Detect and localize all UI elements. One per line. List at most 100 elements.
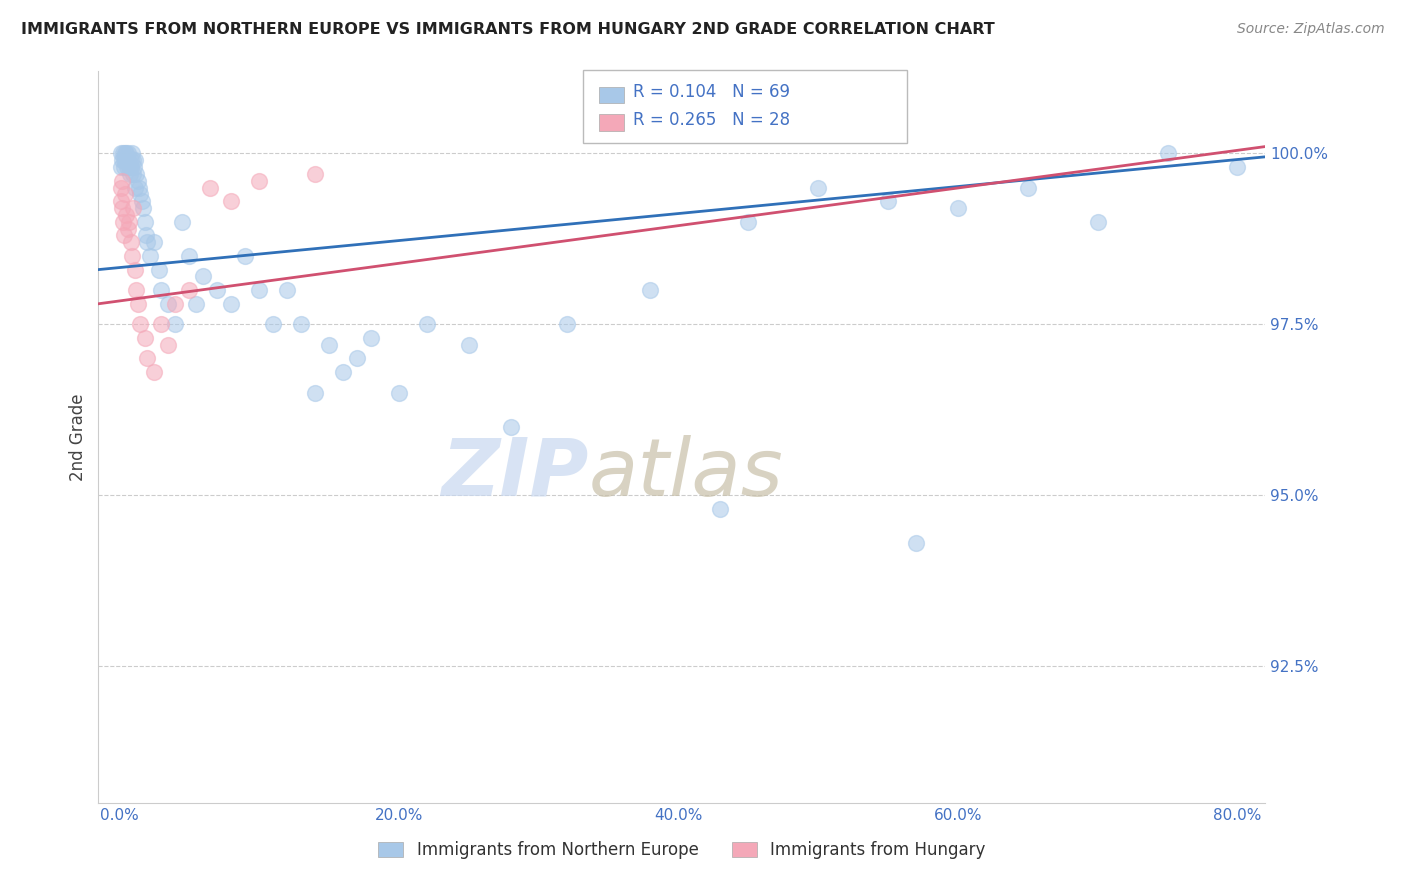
Point (122, 167, 145, 181)
Point (112, 153, 135, 168)
Point (457, 338, 479, 352)
Point (150, 283, 173, 297)
Point (332, 365, 354, 379)
Point (125, 283, 148, 297)
Point (136, 235, 159, 250)
Point (117, 221, 139, 235)
Point (115, 146, 138, 161)
Point (110, 180, 132, 194)
Point (1087, 215, 1109, 229)
Point (877, 194, 900, 209)
Text: R = 0.265   N = 28: R = 0.265 N = 28 (633, 112, 790, 129)
Point (114, 187, 136, 202)
Point (247, 283, 270, 297)
Point (172, 215, 194, 229)
Point (1156, 146, 1178, 161)
Point (388, 385, 411, 400)
Point (110, 194, 132, 209)
Point (122, 201, 145, 215)
Text: ZIP: ZIP (441, 434, 589, 513)
Point (135, 228, 157, 243)
Point (124, 153, 146, 168)
Point (219, 297, 242, 311)
Point (318, 338, 340, 352)
Point (262, 318, 284, 332)
Point (118, 167, 141, 181)
Point (136, 351, 159, 366)
Point (117, 153, 139, 168)
Point (129, 187, 152, 202)
Point (148, 262, 170, 277)
Point (118, 160, 141, 174)
Point (165, 297, 187, 311)
Point (1226, 160, 1249, 174)
Point (165, 318, 187, 332)
Point (111, 153, 134, 168)
Point (129, 318, 152, 332)
Point (124, 180, 146, 194)
Point (114, 153, 136, 168)
Point (205, 283, 228, 297)
Point (134, 215, 156, 229)
Point (127, 174, 149, 188)
Point (124, 262, 146, 277)
Point (709, 501, 731, 516)
Point (121, 249, 143, 263)
Point (132, 201, 155, 215)
Point (179, 249, 201, 263)
Point (904, 536, 927, 550)
Point (122, 160, 145, 174)
Point (1017, 180, 1039, 194)
Point (139, 249, 162, 263)
Point (128, 180, 150, 194)
Point (117, 146, 139, 161)
Point (276, 283, 298, 297)
Point (304, 385, 326, 400)
Point (186, 297, 208, 311)
Point (157, 338, 180, 352)
Point (304, 167, 326, 181)
Point (134, 331, 156, 345)
Point (120, 153, 142, 168)
Point (807, 180, 830, 194)
Point (115, 160, 138, 174)
Point (127, 297, 149, 311)
Point (555, 318, 578, 332)
Point (111, 146, 134, 161)
Point (118, 215, 141, 229)
Point (143, 365, 166, 379)
Point (111, 201, 134, 215)
Point (233, 249, 256, 263)
Point (290, 318, 312, 332)
Point (120, 235, 142, 250)
Point (121, 146, 143, 161)
Point (112, 160, 135, 174)
Point (499, 420, 522, 434)
Point (111, 174, 134, 188)
Point (193, 269, 215, 284)
Text: atlas: atlas (589, 434, 783, 513)
Text: Source: ZipAtlas.com: Source: ZipAtlas.com (1237, 22, 1385, 37)
Point (125, 167, 148, 181)
Point (114, 146, 136, 161)
Point (346, 351, 368, 366)
Point (112, 228, 135, 243)
Point (219, 194, 242, 209)
Point (360, 331, 382, 345)
Point (110, 160, 132, 174)
Point (200, 180, 222, 194)
Point (120, 160, 142, 174)
Point (131, 194, 153, 209)
Text: R = 0.104   N = 69: R = 0.104 N = 69 (633, 83, 790, 101)
Point (247, 174, 270, 188)
Point (150, 318, 173, 332)
Point (179, 283, 201, 297)
Point (946, 201, 969, 215)
Point (143, 235, 166, 250)
Point (737, 215, 759, 229)
Text: IMMIGRANTS FROM NORTHERN EUROPE VS IMMIGRANTS FROM HUNGARY 2ND GRADE CORRELATION: IMMIGRANTS FROM NORTHERN EUROPE VS IMMIG… (21, 22, 995, 37)
Y-axis label: 2nd Grade: 2nd Grade (69, 393, 87, 481)
Point (157, 297, 180, 311)
Point (112, 215, 135, 229)
Point (115, 208, 138, 222)
